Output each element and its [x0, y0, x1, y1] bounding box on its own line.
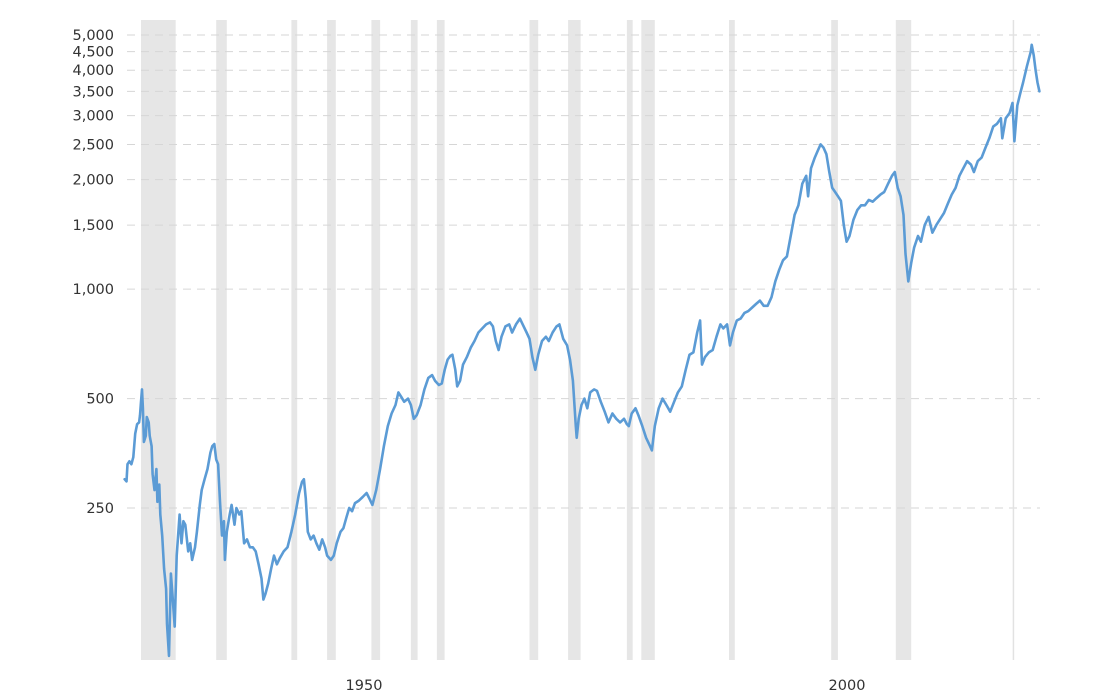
- y-tick-label: 1,000: [72, 282, 114, 298]
- y-tick-label: 3,500: [72, 84, 114, 100]
- recession-band: [410, 20, 418, 660]
- price-line-series: [123, 43, 1041, 658]
- y-tick-label: 500: [86, 392, 114, 408]
- y-tick-label: 2,000: [72, 173, 114, 189]
- y-tick-label: 250: [86, 501, 114, 517]
- x-tick-label: 1950: [346, 678, 383, 694]
- y-tick-label: 5,000: [72, 28, 114, 44]
- y-tick-label: 4,500: [72, 45, 114, 61]
- recession-band: [626, 20, 633, 660]
- recession-band: [141, 20, 176, 660]
- recession-band: [529, 20, 539, 660]
- recession-band: [291, 20, 298, 660]
- recession-band: [831, 20, 838, 660]
- recession-band: [436, 20, 445, 660]
- y-tick-label: 1,500: [72, 218, 114, 234]
- x-tick-label: 2000: [829, 678, 866, 694]
- recession-band: [216, 20, 227, 660]
- y-gridlines: [127, 34, 1040, 509]
- recession-band: [371, 20, 381, 660]
- x-axis-labels: 1950 2000: [346, 678, 866, 694]
- y-tick-label: 2,500: [72, 137, 114, 153]
- y-tick-label: 3,000: [72, 109, 114, 125]
- recession-band: [327, 20, 336, 660]
- y-tick-label: 4,000: [72, 63, 114, 79]
